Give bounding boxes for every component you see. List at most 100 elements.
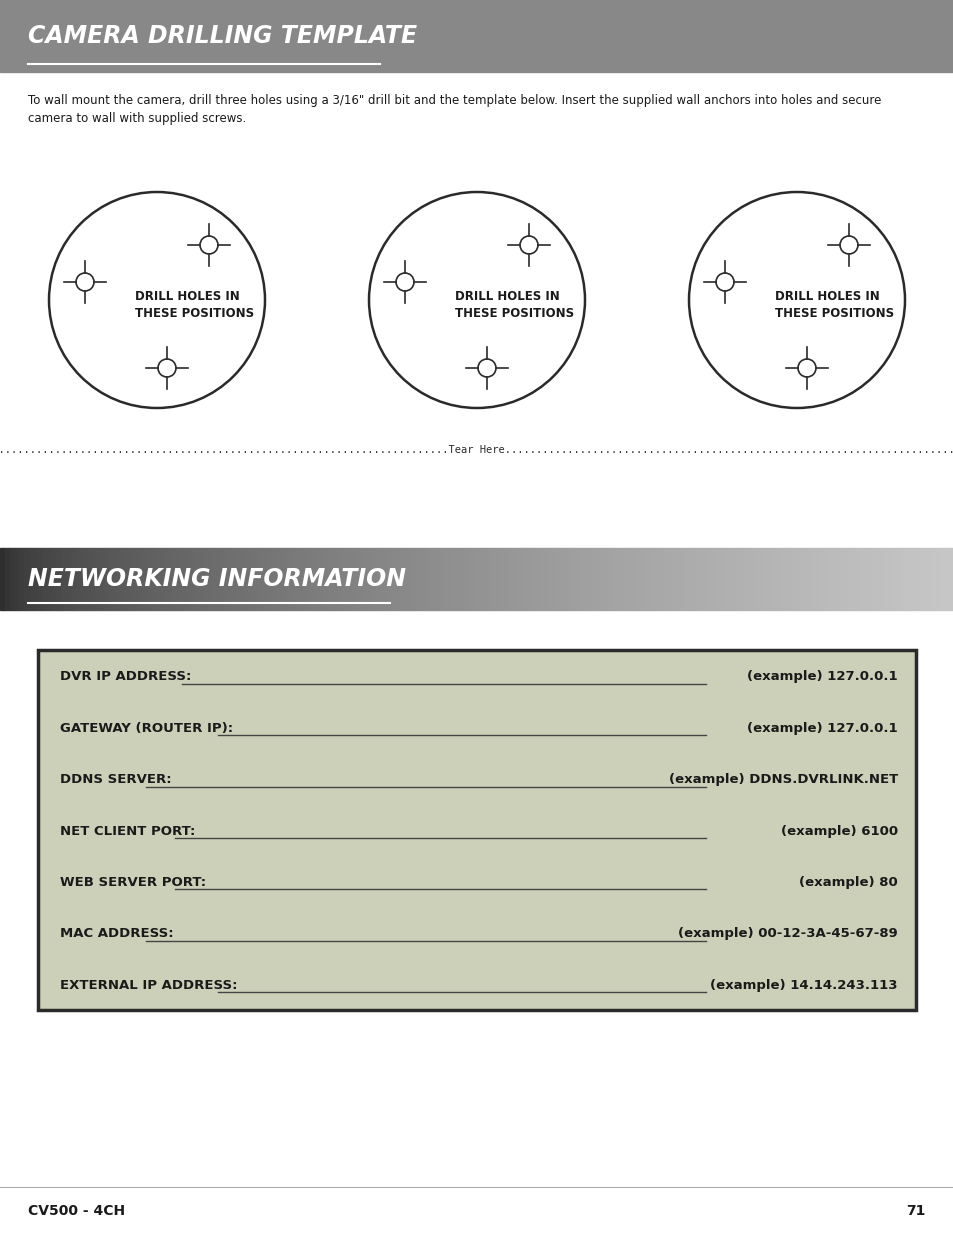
Bar [29,548,33,610]
Bar [353,548,357,610]
Bar [891,548,896,610]
Bar [238,548,243,610]
Bar [491,548,496,610]
Bar [796,548,801,610]
Bar [567,548,572,610]
Text: CV500 - 4CH: CV500 - 4CH [28,1204,125,1218]
Bar [681,548,686,610]
Bar [448,548,453,610]
Bar [419,548,424,610]
Bar [76,548,81,610]
Bar [314,548,319,610]
Bar [19,548,24,610]
Bar [372,548,376,610]
Text: (example) 14.14.243.113: (example) 14.14.243.113 [710,979,897,992]
Bar [129,548,133,610]
Bar [753,548,758,610]
Bar [305,548,310,610]
Bar [872,548,877,610]
Bar [86,548,91,610]
Bar [205,548,210,610]
Bar [619,548,624,610]
Bar [176,548,181,610]
Bar [524,548,529,610]
Bar [415,548,419,610]
Bar [515,548,519,610]
Bar [272,548,276,610]
Text: (example) 127.0.0.1: (example) 127.0.0.1 [746,671,897,683]
Bar [901,548,905,610]
Bar [224,548,229,610]
Bar [319,548,324,610]
Bar [52,548,57,610]
Bar [772,548,777,610]
Bar [233,548,238,610]
Bar [882,548,886,610]
Bar [591,548,596,610]
Bar [124,548,129,610]
Bar [67,548,71,610]
Bar [257,548,262,610]
Bar [915,548,920,610]
Bar [820,548,824,610]
Bar [896,548,901,610]
Bar [381,548,386,610]
Bar [181,548,186,610]
Bar [343,548,348,610]
Bar [38,650,915,1010]
Bar [839,548,843,610]
Bar [362,548,367,610]
Bar [286,548,291,610]
Bar [0,548,5,610]
Bar [596,548,600,610]
Text: EXTERNAL IP ADDRESS:: EXTERNAL IP ADDRESS: [60,979,247,992]
Bar [748,548,753,610]
Bar [562,548,567,610]
Text: DVR IP ADDRESS:: DVR IP ADDRESS: [60,671,200,683]
Bar [200,548,205,610]
Bar [734,548,739,610]
Bar [300,548,305,610]
Bar [696,548,700,610]
Bar [643,548,648,610]
Bar [572,548,577,610]
Bar [634,548,639,610]
Bar [600,548,605,610]
Text: (example) 00-12-3A-45-67-89: (example) 00-12-3A-45-67-89 [678,927,897,940]
Bar [543,548,548,610]
Bar [762,548,767,610]
Bar [510,548,515,610]
Bar [581,548,586,610]
Bar [700,548,705,610]
Bar [148,548,152,610]
Bar [410,548,415,610]
Bar [367,548,372,610]
Bar [162,548,167,610]
Bar [705,548,710,610]
Bar [81,548,86,610]
Bar [639,548,643,610]
Bar [715,548,720,610]
Bar [610,548,615,610]
Bar [853,548,858,610]
Bar [519,548,524,610]
Bar [119,548,124,610]
Bar [429,548,434,610]
Bar [810,548,815,610]
Bar [281,548,286,610]
Bar [100,548,105,610]
Bar [172,548,176,610]
Bar [376,548,381,610]
Bar [462,548,467,610]
Bar [434,548,438,610]
Bar [848,548,853,610]
Text: DRILL HOLES IN
THESE POSITIONS: DRILL HOLES IN THESE POSITIONS [455,290,574,320]
Bar [152,548,157,610]
Bar [10,548,14,610]
Bar [758,548,762,610]
Bar [767,548,772,610]
Bar [801,548,805,610]
Bar [324,548,329,610]
Bar [739,548,743,610]
Bar [505,548,510,610]
